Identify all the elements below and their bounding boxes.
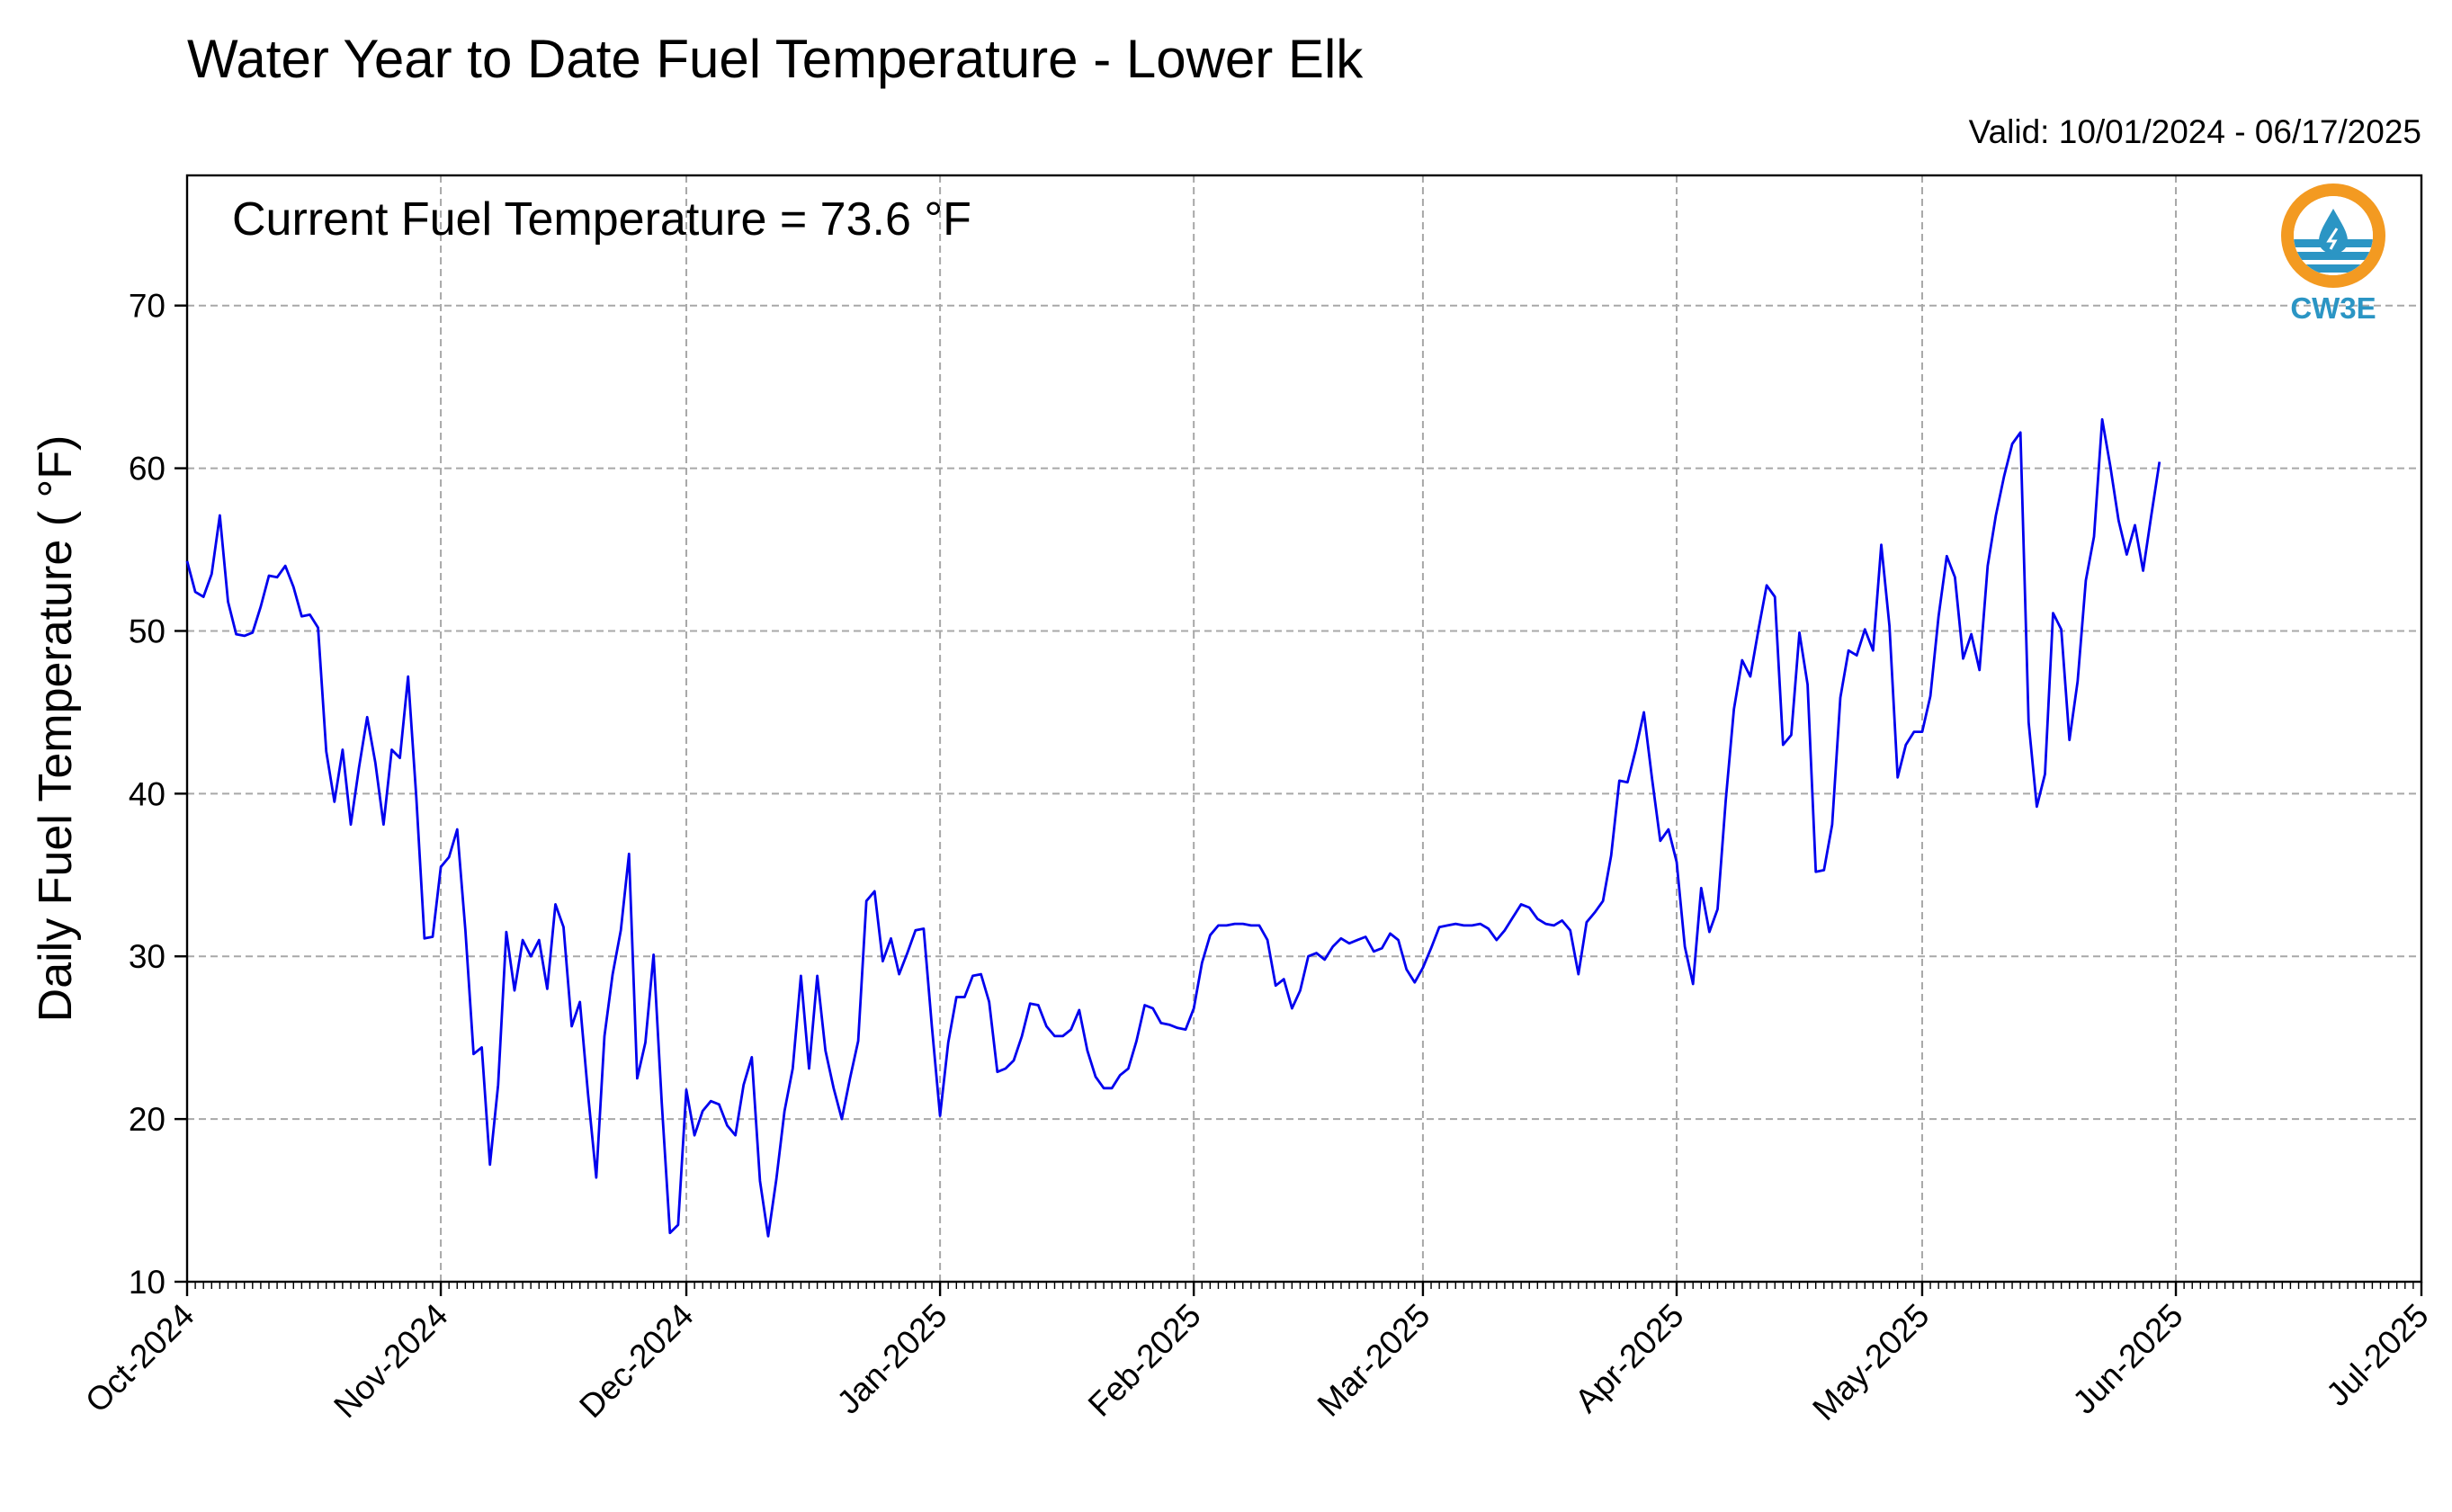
y-tick-label: 60 — [129, 451, 166, 488]
y-tick-label: 70 — [129, 288, 166, 325]
y-tick-label: 50 — [129, 613, 166, 649]
logo-sun-icon — [2281, 183, 2385, 288]
cw3e-logo: CW3E — [2281, 183, 2385, 325]
current-fuel-temperature: Current Fuel Temperature = 73.6 °F — [232, 193, 971, 246]
y-axis-label: Daily Fuel Temperature ( °F) — [30, 435, 82, 1023]
y-tick-label: 10 — [129, 1264, 166, 1301]
valid-range: Valid: 10/01/2024 - 06/17/2025 — [1969, 113, 2421, 150]
y-tick-label: 40 — [129, 775, 166, 812]
y-axis: 10 20 30 40 50 60 70 — [129, 288, 187, 1301]
y-tick-label: 30 — [129, 938, 166, 975]
chart-title: Water Year to Date Fuel Temperature - Lo… — [187, 29, 1364, 89]
x-minor-ticks — [186, 1282, 2422, 1289]
logo-drop-icon — [2319, 209, 2348, 254]
grid — [187, 175, 2421, 1282]
plot-frame — [185, 174, 2423, 1284]
logo-text: CW3E — [2290, 291, 2376, 325]
series-line-fuel-temperature — [185, 417, 2161, 1238]
y-tick-label: 20 — [129, 1101, 166, 1138]
